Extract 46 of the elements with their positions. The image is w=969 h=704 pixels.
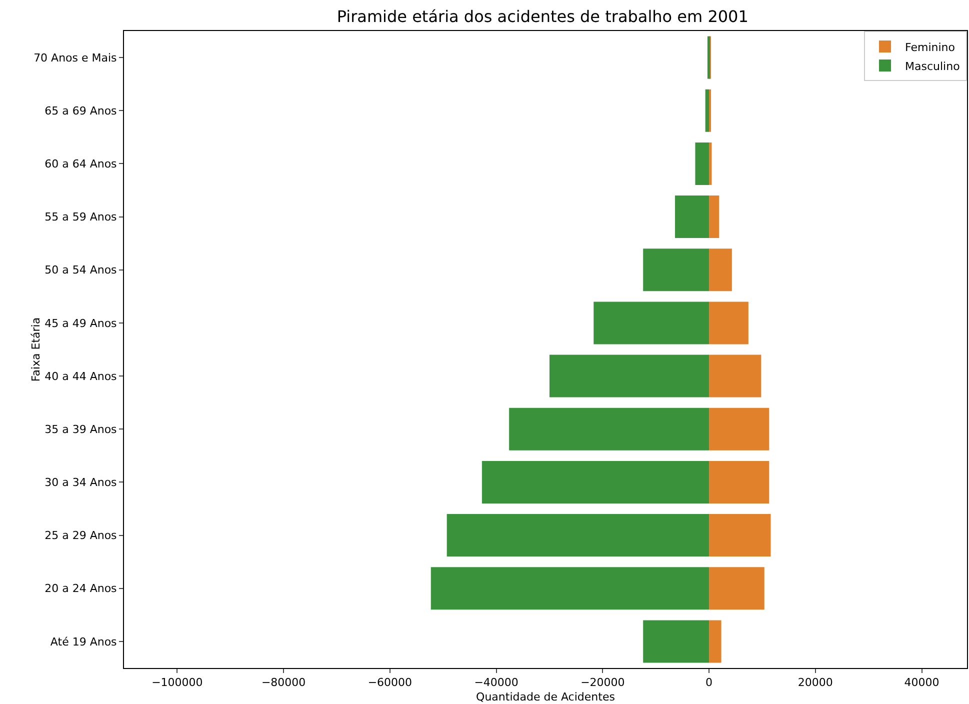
x-tick-label: −20000 xyxy=(580,676,625,690)
bar xyxy=(695,142,710,185)
y-tick-label: 60 a 64 Anos xyxy=(44,158,118,171)
y-tick-label: 35 a 39 Anos xyxy=(44,422,118,436)
y-tick-label: Até 19 Anos xyxy=(50,635,118,648)
bar xyxy=(709,514,771,557)
x-axis-title: Quantidade de Acidentes xyxy=(476,690,616,704)
y-tick-label: 65 a 69 Anos xyxy=(44,104,118,118)
y-tick-label: 40 a 44 Anos xyxy=(44,370,118,383)
bar xyxy=(709,408,770,450)
y-axis-title: Faixa Etária xyxy=(30,317,43,382)
y-tick-label: 30 a 34 Anos xyxy=(44,476,118,490)
bar xyxy=(709,248,732,292)
bar xyxy=(430,567,710,610)
chart-title: Piramide etária dos acidentes de trabalho em 2001 xyxy=(336,6,748,26)
bar xyxy=(709,567,764,610)
bar xyxy=(509,408,710,450)
legend-label: Feminino xyxy=(905,40,956,54)
x-tick-label: 40000 xyxy=(904,676,940,690)
bar xyxy=(549,354,710,398)
bar xyxy=(675,196,710,238)
bar xyxy=(446,514,710,557)
bar xyxy=(594,302,710,344)
y-tick-label: 70 Anos e Mais xyxy=(34,51,118,64)
x-tick-label: 0 xyxy=(706,676,713,690)
x-tick-label: 20000 xyxy=(798,676,833,690)
bar xyxy=(709,196,720,238)
bar xyxy=(643,620,710,663)
x-tick-label: −80000 xyxy=(261,676,306,690)
bar xyxy=(709,460,770,504)
bar xyxy=(709,302,748,344)
y-tick-label: 20 a 24 Anos xyxy=(44,582,118,596)
legend-label: Masculino xyxy=(905,60,960,73)
bar xyxy=(705,89,710,132)
y-tick-label: 50 a 54 Anos xyxy=(44,264,118,277)
y-tick-label: 45 a 49 Anos xyxy=(44,316,118,330)
bar xyxy=(709,354,762,398)
bar xyxy=(482,460,710,504)
bar xyxy=(709,142,712,185)
x-tick-label: −40000 xyxy=(474,676,518,690)
x-tick-label: −60000 xyxy=(368,676,412,690)
y-tick-label: 25 a 29 Anos xyxy=(44,529,118,542)
bar xyxy=(709,620,722,663)
y-tick-label: 55 a 59 Anos xyxy=(44,210,118,224)
bar xyxy=(643,248,710,292)
x-tick-label: −100000 xyxy=(152,676,203,690)
